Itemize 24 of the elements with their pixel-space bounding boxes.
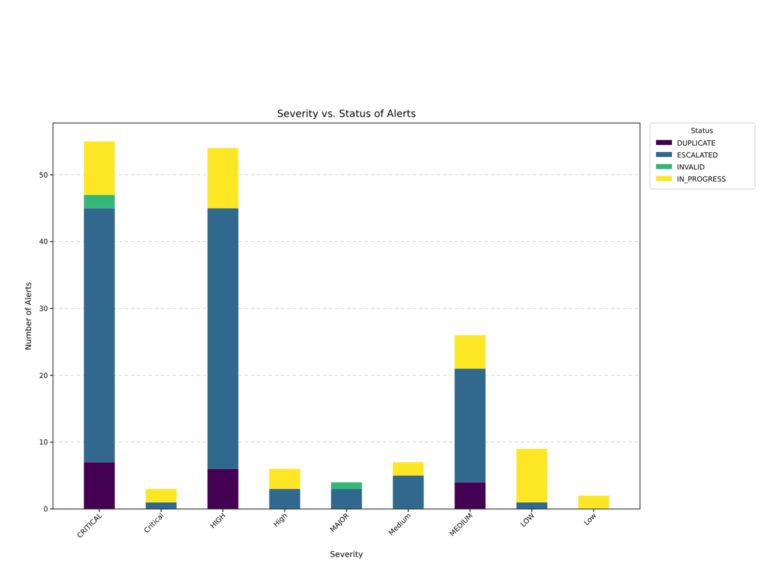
bar <box>516 448 548 502</box>
bar <box>454 482 486 509</box>
bar <box>207 468 238 509</box>
y-axis-title: Number of Alerts <box>24 282 33 350</box>
bar <box>454 368 486 482</box>
bar <box>516 502 548 509</box>
bar <box>578 496 610 509</box>
bar <box>331 488 362 509</box>
bar <box>269 488 300 509</box>
bar <box>84 194 115 208</box>
x-axis-title: Severity <box>330 550 364 559</box>
bar <box>454 335 486 369</box>
bar <box>84 208 115 462</box>
bar <box>392 462 424 476</box>
bar <box>207 148 238 208</box>
bar <box>392 476 424 509</box>
bar <box>146 502 177 509</box>
bar <box>269 468 300 489</box>
bar <box>84 141 115 195</box>
chart-title: Severity vs. Status of Alerts <box>277 109 416 120</box>
bar <box>207 208 238 469</box>
bar <box>146 488 177 502</box>
bar <box>331 482 362 489</box>
bar <box>84 462 115 509</box>
